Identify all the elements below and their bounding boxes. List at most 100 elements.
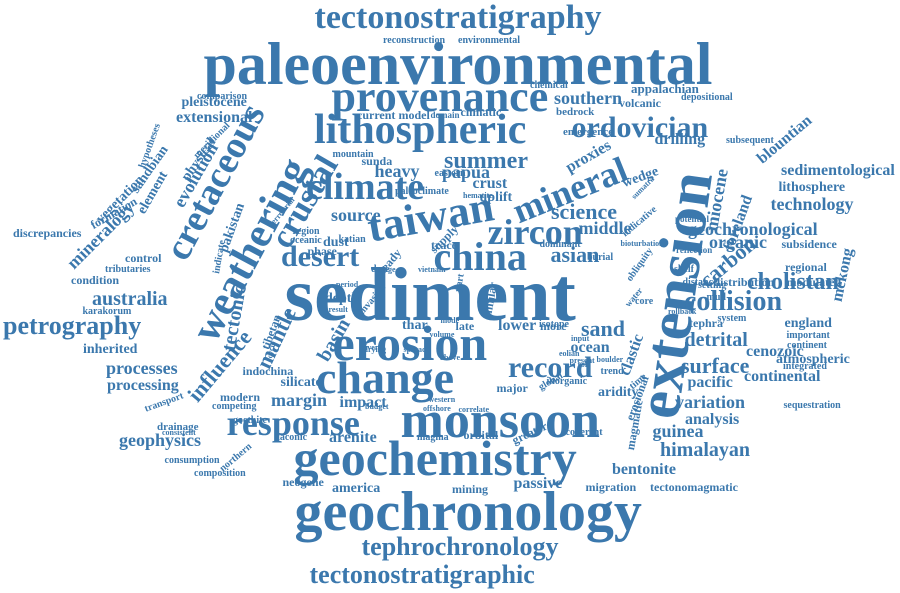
word-detrital: detrital xyxy=(684,329,748,351)
word-sediment: sediment xyxy=(284,253,576,337)
word-continent: continent xyxy=(787,340,827,351)
word-offshore: offshore xyxy=(423,404,451,413)
word-modern: modern xyxy=(220,390,260,404)
word-atmospheric: atmospheric xyxy=(776,352,850,367)
word-boulder: boulder xyxy=(596,355,624,364)
word-core: core xyxy=(635,296,654,307)
word-depositional: depositional xyxy=(681,92,733,103)
word-subsequent: subsequent xyxy=(726,135,774,146)
word-environmental: environmental xyxy=(458,35,521,46)
word-pacific: pacific xyxy=(687,374,733,391)
word-organic: organic xyxy=(709,232,767,252)
word-technology: technology xyxy=(770,194,854,214)
word-oceanic: oceanic xyxy=(290,235,322,246)
word-trace: trace xyxy=(431,238,457,252)
word-himalayan: himalayan xyxy=(660,439,751,461)
word-domain: domain xyxy=(430,109,460,120)
word-lithospheric: lithospheric xyxy=(314,107,527,153)
word-western: western xyxy=(428,395,456,404)
word-bioturbation: bioturbation xyxy=(620,239,664,248)
word-crust: crust xyxy=(472,175,508,192)
word-dust: dust xyxy=(323,235,349,250)
word-volcanic: volcanic xyxy=(619,96,661,110)
word-mining: mining xyxy=(452,482,489,496)
word-change: change xyxy=(316,352,454,403)
word-orbital: orbital xyxy=(463,428,499,442)
word-major: major xyxy=(496,381,528,395)
word-geophysics: geophysics xyxy=(119,430,202,450)
word-input: input xyxy=(571,334,590,343)
word-river: river xyxy=(361,343,379,352)
word-variation: variation xyxy=(675,392,745,412)
word-impact: impact xyxy=(339,394,387,411)
word-ordovician: ordovician xyxy=(571,111,709,144)
word-migration: migration xyxy=(585,480,637,494)
word-budget: budget xyxy=(365,402,389,411)
word-drying: drying xyxy=(363,345,387,354)
word-setting: setting xyxy=(698,280,727,291)
word-tectonomagmatic: tectonomagmatic xyxy=(650,480,738,494)
word-desert: desert xyxy=(281,240,360,273)
word-control: control xyxy=(125,251,162,265)
word-range: range xyxy=(376,265,396,274)
word-geochemistry: geochemistry xyxy=(293,430,577,486)
word-modulated: modulated xyxy=(786,275,842,289)
word-analysis: analysis xyxy=(685,411,740,428)
word-condition: condition xyxy=(71,273,120,287)
word-arenite: arenite xyxy=(329,429,377,446)
word-collision: collision xyxy=(684,286,783,317)
word-erosion: erosion xyxy=(332,315,488,371)
word-chemical: chemical xyxy=(530,80,568,91)
word-region: region xyxy=(292,226,320,237)
word-mud: mud xyxy=(706,292,726,303)
word-america: america xyxy=(332,481,381,496)
word-period: period xyxy=(336,280,359,289)
word-china: china xyxy=(433,234,527,279)
word-taconic: taconic xyxy=(276,432,308,443)
word-monsoon: monsoon xyxy=(400,392,600,449)
word-climatic: climatic xyxy=(460,105,502,119)
word-current: current xyxy=(357,108,396,122)
word-model: model xyxy=(398,108,430,122)
word-volume: volume xyxy=(429,330,455,339)
word-neogene: neogene xyxy=(282,475,324,489)
word-katian: katian xyxy=(338,234,366,245)
word-integrated: integrated xyxy=(783,361,827,372)
word-paleoenvironmental: paleoenvironmental xyxy=(203,31,713,97)
word-mountain: mountain xyxy=(332,149,374,160)
word-provenance: provenance xyxy=(331,72,549,121)
word-processes: processes xyxy=(106,358,178,378)
word-heavy: heavy xyxy=(374,161,420,181)
word-reconstruction: reconstruction xyxy=(383,35,446,46)
word-tephra: tephra xyxy=(689,316,723,330)
word-aridity: aridity xyxy=(598,385,639,400)
word-comparison: comparison xyxy=(197,91,247,102)
word-appalachian: appalachian xyxy=(631,80,699,96)
word-eastern: eastern xyxy=(434,168,466,179)
word-mekong: mekong xyxy=(828,246,857,304)
word-tectonostratigraphy: tectonostratigraphy xyxy=(314,0,602,36)
word-indochina: indochina xyxy=(242,364,294,378)
word-reflection: reflection xyxy=(676,244,713,255)
word-cenozoic: cenozoic xyxy=(746,343,804,360)
word-middle: middle xyxy=(578,218,632,238)
word-distribution: distribution xyxy=(713,275,775,289)
word-drilling: drilling xyxy=(654,131,706,148)
word-system: system xyxy=(717,313,747,324)
word-tephrochronology: tephrochronology xyxy=(361,532,559,561)
word-england: england xyxy=(784,316,832,331)
word-processing: processing xyxy=(107,377,179,394)
word-vietnam: vietnam xyxy=(418,265,446,274)
word-response: response xyxy=(226,403,360,443)
word-science: science xyxy=(551,199,617,224)
word-isotope: isotope xyxy=(539,319,569,330)
word-regional: regional xyxy=(785,260,827,274)
word-mode: mode xyxy=(440,316,460,325)
word-bedrock: bedrock xyxy=(556,105,595,118)
word-composition: composition xyxy=(194,468,246,479)
word-record: record xyxy=(508,351,593,384)
word-continental: continental xyxy=(744,368,821,385)
word-extensional: extensional xyxy=(176,109,253,126)
word-burial: burial xyxy=(587,252,614,263)
word-important: important xyxy=(786,330,830,341)
